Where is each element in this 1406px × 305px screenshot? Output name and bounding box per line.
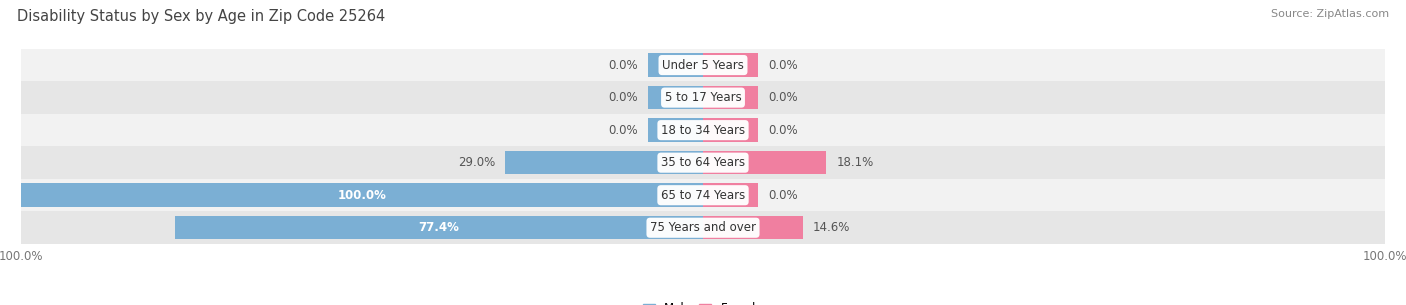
Text: 0.0%: 0.0% (768, 59, 797, 72)
Bar (21, 81, 1385, 114)
Bar (21, 211, 1385, 244)
Text: 0.0%: 0.0% (609, 91, 638, 104)
Bar (648, 53, 703, 77)
Bar (505, 151, 703, 174)
Text: 0.0%: 0.0% (609, 124, 638, 137)
Bar (703, 86, 758, 109)
Text: 5 to 17 Years: 5 to 17 Years (665, 91, 741, 104)
Text: 75 Years and over: 75 Years and over (650, 221, 756, 234)
Text: Under 5 Years: Under 5 Years (662, 59, 744, 72)
Bar (703, 184, 758, 207)
Legend: Male, Female: Male, Female (638, 298, 768, 305)
Bar (176, 216, 703, 239)
Text: 18.1%: 18.1% (837, 156, 875, 169)
Bar (703, 216, 803, 239)
Text: 0.0%: 0.0% (609, 59, 638, 72)
Text: 0.0%: 0.0% (768, 189, 797, 202)
Text: Source: ZipAtlas.com: Source: ZipAtlas.com (1271, 9, 1389, 19)
Text: 35 to 64 Years: 35 to 64 Years (661, 156, 745, 169)
Bar (21, 49, 1385, 81)
Bar (21, 184, 703, 207)
Text: Disability Status by Sex by Age in Zip Code 25264: Disability Status by Sex by Age in Zip C… (17, 9, 385, 24)
Bar (648, 118, 703, 142)
Bar (703, 151, 827, 174)
Text: 0.0%: 0.0% (768, 124, 797, 137)
Text: 77.4%: 77.4% (419, 221, 460, 234)
Text: 0.0%: 0.0% (768, 91, 797, 104)
Text: 29.0%: 29.0% (458, 156, 495, 169)
Bar (21, 179, 1385, 211)
Bar (648, 86, 703, 109)
Text: 65 to 74 Years: 65 to 74 Years (661, 189, 745, 202)
Bar (21, 114, 1385, 146)
Bar (21, 146, 1385, 179)
Text: 14.6%: 14.6% (813, 221, 851, 234)
Bar (703, 118, 758, 142)
Text: 18 to 34 Years: 18 to 34 Years (661, 124, 745, 137)
Text: 100.0%: 100.0% (337, 189, 387, 202)
Bar (703, 53, 758, 77)
